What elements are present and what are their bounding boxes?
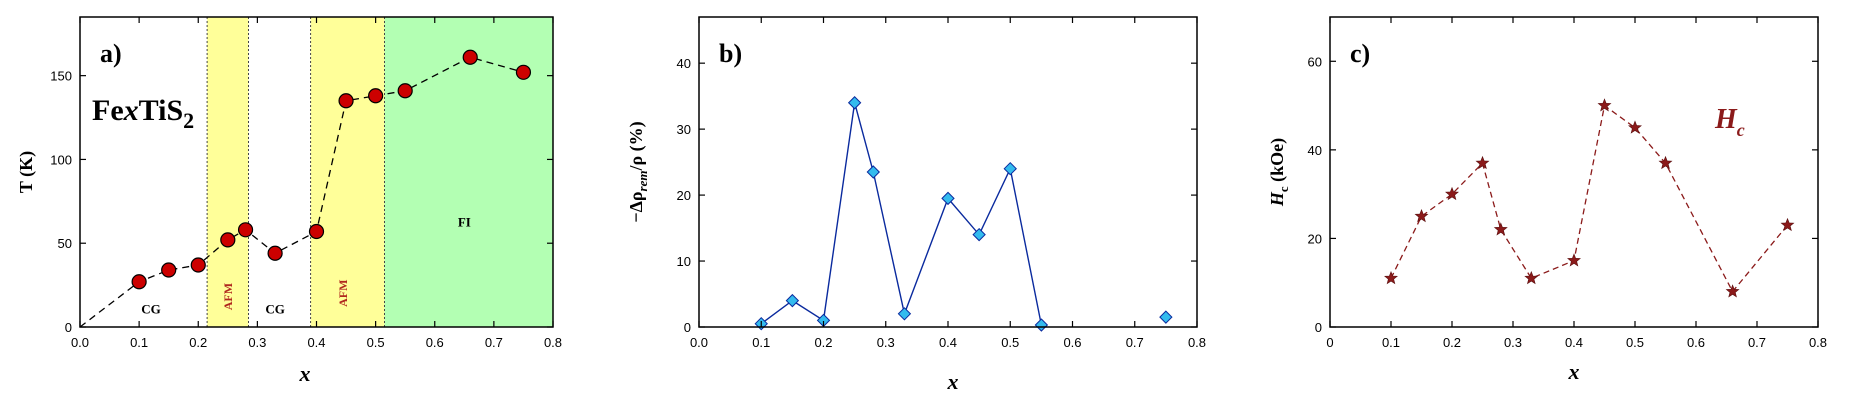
y-tick-label: 100 <box>50 152 72 167</box>
data-point-tc <box>161 262 177 278</box>
x-tick-label: 0.4 <box>939 335 957 350</box>
data-point-tc <box>190 257 206 273</box>
data-point-tc <box>338 93 354 109</box>
x-tick-label: 0.8 <box>544 335 562 350</box>
x-tick-label: 0.3 <box>877 335 895 350</box>
x-tick-label: 0.1 <box>752 335 770 350</box>
data-point-tc <box>515 64 532 80</box>
x-tick-label: 0.7 <box>485 335 503 350</box>
region-afm <box>310 17 385 327</box>
y-tick-label: 10 <box>677 254 691 269</box>
data-point-tc <box>267 245 283 261</box>
x-tick-label: 0.8 <box>1188 335 1206 350</box>
data-point-resistivity <box>866 165 881 179</box>
data-point-hc <box>1567 253 1581 267</box>
data-point-hc <box>1445 186 1459 201</box>
y-tick-label: 0 <box>684 320 691 335</box>
data-point-tc <box>220 232 236 248</box>
x-tick-label: 0.6 <box>1063 335 1081 350</box>
x-tick-label: 0.2 <box>814 335 832 350</box>
data-point-resistivity <box>785 293 800 308</box>
data-point-hc <box>1780 217 1795 232</box>
data-point-tc <box>131 274 147 290</box>
formula-label: FexTiS2 <box>92 94 194 133</box>
x-axis-label-a: x <box>299 361 311 386</box>
x-axis-label-c: x <box>1568 359 1580 384</box>
x-tick-label: 0.8 <box>1809 335 1827 350</box>
y-tick-label: 20 <box>677 188 691 203</box>
x-tick-label: 0.2 <box>189 335 207 350</box>
y-tick-label: 0 <box>1315 320 1322 335</box>
plot-frame-c <box>1329 16 1819 328</box>
data-point-tc <box>308 223 325 240</box>
legend-hc: Hc <box>1714 104 1745 140</box>
data-point-resistivity <box>1034 318 1049 332</box>
x-tick-label: 0.0 <box>690 335 708 350</box>
data-point-hc <box>1628 120 1642 134</box>
y-tick-label: 30 <box>677 122 691 137</box>
x-tick-label: 0.4 <box>307 335 325 350</box>
x-tick-label: 0.5 <box>367 335 385 350</box>
x-tick-label: 0.1 <box>1382 335 1400 350</box>
y-tick-label: 20 <box>1308 231 1322 246</box>
y-tick-label: 0 <box>65 320 72 335</box>
x-tick-label: 0.0 <box>71 335 89 350</box>
data-point-tc <box>462 49 478 65</box>
region-label-cg: CG <box>265 302 285 317</box>
data-point-tc <box>368 88 384 104</box>
data-point-tc <box>397 83 413 99</box>
y-tick-label: 50 <box>58 236 72 251</box>
panel-c: 0 0.1 0.2 0.3 0.4 0.5 0.6 0.7 0.8 0 20 40 60 c) Hc x… <box>1267 16 1827 384</box>
plot-frame-b <box>698 16 1198 328</box>
y-tick-label: 40 <box>1308 143 1322 158</box>
x-axis-label-b: x <box>947 369 959 394</box>
data-point-resistivity <box>1003 161 1017 176</box>
y-tick-label: 40 <box>677 56 691 71</box>
data-point-resistivity <box>972 227 986 242</box>
y-axis-label-c: Hc (kOe) <box>1267 138 1291 207</box>
region-label-afm: AFM <box>221 283 235 310</box>
x-tick-label: 0.5 <box>1626 335 1644 350</box>
x-tick-label: 0.6 <box>1687 335 1705 350</box>
data-point-hc <box>1597 98 1612 112</box>
x-tick-label: 0.3 <box>1504 335 1522 350</box>
y-axis-label-b: −Δρrem/ρ (%) <box>626 121 650 222</box>
data-point-hc <box>1725 284 1740 298</box>
data-point-hc <box>1493 222 1508 236</box>
data-point-hc <box>1658 155 1673 170</box>
x-tick-label: 0.1 <box>130 335 148 350</box>
region-label-afm: AFM <box>336 280 350 307</box>
panel-label-b: b) <box>719 39 742 68</box>
y-tick-label: 150 <box>50 69 72 84</box>
x-tick-label: 0.4 <box>1565 335 1583 350</box>
x-tick-label: 0.7 <box>1126 335 1144 350</box>
y-tick-label: 60 <box>1308 54 1322 69</box>
x-tick-label: 0.5 <box>1001 335 1019 350</box>
panel-label-c: c) <box>1350 39 1370 68</box>
x-tick-label: 0.7 <box>1748 335 1766 350</box>
series-line-hc <box>1390 104 1789 293</box>
data-point-resistivity <box>941 191 955 206</box>
data-point-resistivity <box>1159 310 1173 324</box>
data-point-hc <box>1475 155 1490 170</box>
region-label-cg: CG <box>141 302 161 317</box>
region-label-fi: FI <box>458 214 471 229</box>
x-tick-label: 0.2 <box>1443 335 1461 350</box>
x-tick-label: 0.3 <box>248 335 266 350</box>
data-point-hc <box>1414 208 1429 223</box>
x-tick-label: 0.6 <box>426 335 444 350</box>
series-line-resistivity <box>760 102 1043 326</box>
y-axis-label-a: T (K) <box>16 151 37 193</box>
data-point-resistivity <box>897 307 912 321</box>
panel-label-a: a) <box>100 39 122 68</box>
data-point-resistivity <box>847 96 862 110</box>
data-point-hc <box>1524 270 1539 285</box>
panel-a: CG AFM CG AFM FI 0.0 0.1 0.2 0.3 0.4 0.5 0.6 0.7 0.8… <box>16 16 562 386</box>
data-point-tc <box>237 222 254 238</box>
x-tick-label: 0 <box>1326 335 1333 350</box>
data-point-hc <box>1384 270 1398 285</box>
region-afm <box>207 17 249 327</box>
